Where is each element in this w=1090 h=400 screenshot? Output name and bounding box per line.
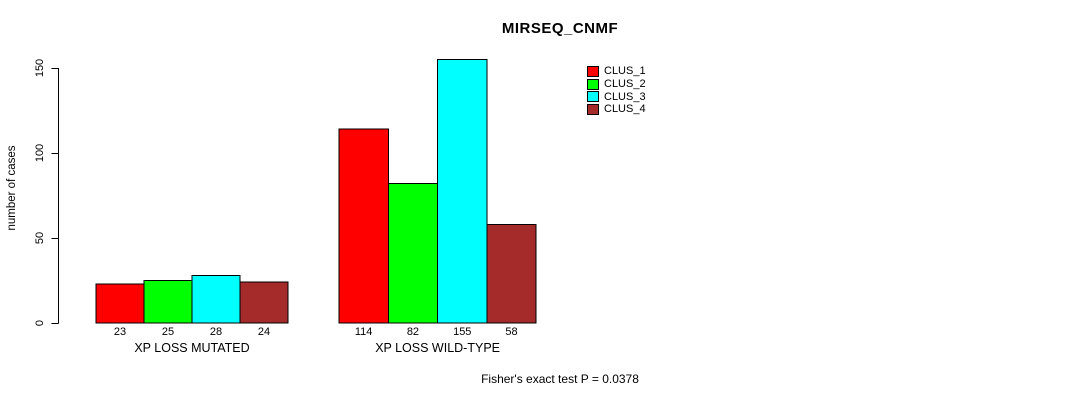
legend-item-clus_1: CLUS_1	[587, 65, 646, 78]
bar-clus_4-group2	[486, 223, 537, 324]
legend-label: CLUS_4	[604, 103, 646, 116]
legend-swatch-clus_1	[587, 65, 599, 77]
bar-value-label: 24	[257, 326, 271, 338]
bar-value-label: 28	[209, 326, 223, 338]
bar-clus_2-group1	[143, 280, 193, 324]
legend-label: CLUS_3	[604, 90, 646, 103]
category-label: XP LOSS MUTATED	[134, 341, 250, 355]
bar-value-label: 155	[453, 326, 472, 338]
bar-clus_3-group1	[191, 274, 241, 324]
bar-value-label: 114	[354, 326, 373, 338]
bar-clus_1-group2	[338, 128, 389, 324]
legend-label: CLUS_1	[604, 65, 646, 78]
legend-item-clus_2: CLUS_2	[587, 78, 646, 91]
bar-clus_1-group1	[95, 283, 145, 324]
bar-value-label: 23	[113, 326, 127, 338]
category-label: XP LOSS WILD-TYPE	[375, 341, 500, 355]
legend-item-clus_4: CLUS_4	[587, 103, 646, 116]
chart-legend: CLUS_1 CLUS_2 CLUS_3 CLUS_4	[587, 65, 646, 116]
bar-clus_2-group2	[387, 183, 439, 324]
bar-value-label: 58	[505, 326, 518, 338]
bar-clus_3-group2	[437, 59, 488, 324]
legend-swatch-clus_3	[587, 91, 599, 103]
bar-value-label: 82	[406, 326, 420, 338]
legend-swatch-clus_2	[587, 78, 599, 90]
chart-title: MIRSEQ_CNMF	[501, 20, 619, 37]
y-tick-label: 100	[34, 143, 46, 163]
y-tick-label: 0	[34, 319, 46, 327]
y-tick-label: 50	[34, 231, 46, 245]
bar-clus_4-group1	[239, 281, 289, 324]
fisher-test-annotation: Fisher's exact test P = 0.0378	[481, 372, 639, 386]
legend-label: CLUS_2	[604, 78, 646, 91]
y-tick-label: 150	[34, 58, 46, 78]
bar-value-label: 25	[161, 326, 175, 338]
legend-swatch-clus_4	[587, 103, 599, 115]
legend-item-clus_3: CLUS_3	[587, 90, 646, 103]
